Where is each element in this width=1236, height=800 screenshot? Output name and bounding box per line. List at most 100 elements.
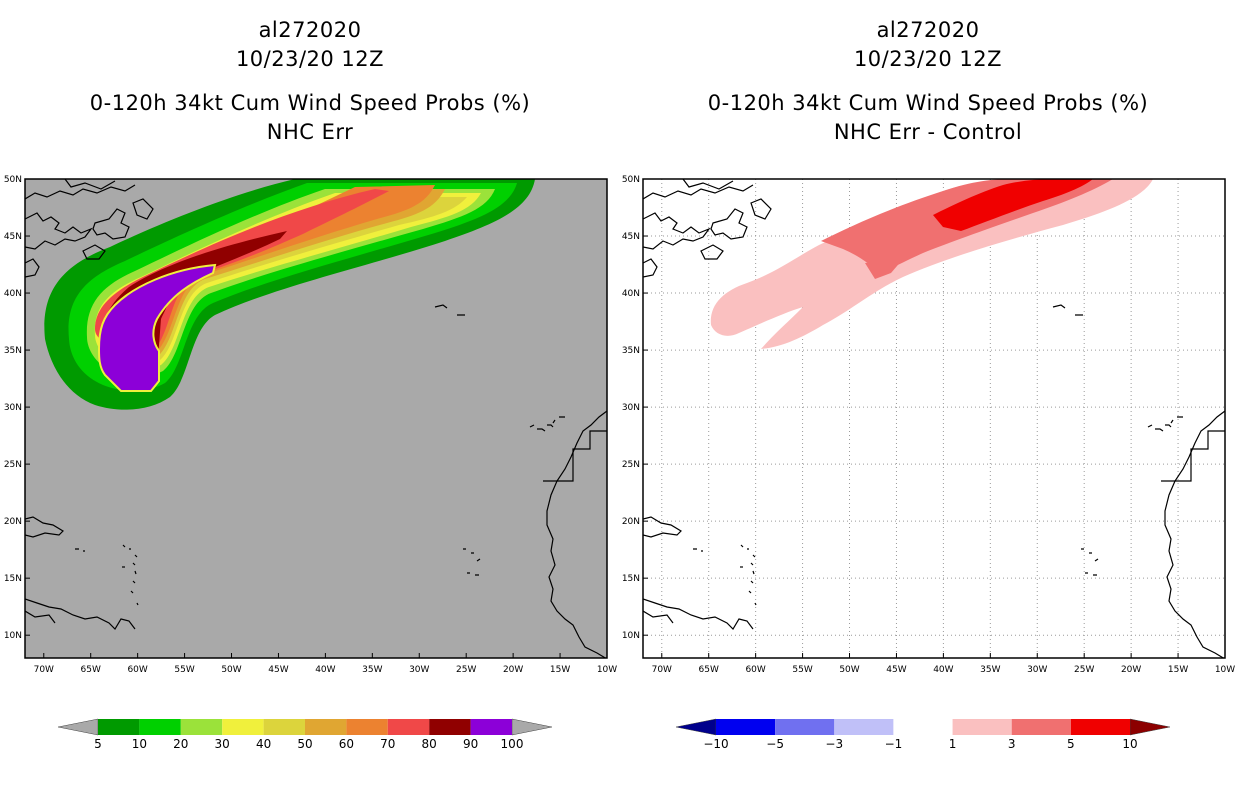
lon-tick-label: 70W [652, 665, 672, 675]
colorbar-label: 100 [501, 737, 524, 751]
lat-tick-label: 15N [622, 574, 640, 584]
colorbar-label: 80 [422, 737, 437, 751]
colorbar-label: −10 [703, 737, 728, 751]
colorbar-swatch [346, 719, 388, 735]
colorbar-label: 90 [463, 737, 478, 751]
lon-tick-label: 30W [1027, 665, 1047, 675]
colorbar-swatch [139, 719, 181, 735]
diff-1-to-3 [710, 179, 1153, 349]
lat-tick-label: 25N [622, 460, 640, 470]
lon-tick-label: 10W [1215, 665, 1235, 675]
right-colorbar: −10 −5 −3 −1 1 3 5 10 [675, 718, 1171, 751]
colorbar-swatch [98, 719, 140, 735]
lat-tick-label: 40N [4, 289, 22, 299]
right-product-title: 0-120h 34kt Cum Wind Speed Probs (%) [707, 91, 1149, 115]
colorbar-swatch [305, 719, 347, 735]
lat-tick-label: 40N [622, 289, 640, 299]
lon-tick-label: 15W [550, 665, 570, 675]
lat-tick-label: 45N [622, 232, 640, 242]
lon-tick-label: 70W [34, 665, 54, 675]
lat-tick-label: 30N [622, 403, 640, 413]
lat-tick-label: 35N [4, 346, 22, 356]
lon-tick-label: 55W [174, 665, 194, 675]
lon-tick-label: 25W [456, 665, 476, 675]
colorbar-swatch [893, 719, 953, 735]
swath-20pct [86, 189, 495, 378]
diff-5-to-10 [933, 179, 1093, 231]
right-map: 50N 45N 40N 35N 30N 25N 20N 15N 10N 70W 65W 60W 55W 5… [622, 175, 1235, 675]
diff-3-to-5-b [865, 259, 903, 279]
colorbar-swatch [952, 719, 1012, 735]
lon-tick-label: 65W [699, 665, 719, 675]
right-map-frame [642, 178, 1226, 659]
colorbar-label: 20 [173, 737, 188, 751]
left-colorbar: 5 10 20 30 40 50 60 70 80 90 100 [57, 718, 553, 751]
lon-tick-label: 20W [1121, 665, 1141, 675]
colorbar-label: −1 [885, 737, 903, 751]
colorbar-swatch [1070, 719, 1130, 735]
right-storm-id: al272020 [876, 18, 980, 42]
lon-tick-label: 25W [1074, 665, 1094, 675]
colorbar-swatch [429, 719, 471, 735]
swath-70pct [95, 189, 389, 356]
lon-tick-label: 60W [127, 665, 147, 675]
colorbar-under-triangle [675, 718, 717, 736]
colorbar-swatch [470, 719, 512, 735]
swath-100pct [97, 263, 217, 392]
colorbar-over-triangle [1129, 718, 1171, 736]
lat-tick-label: 45N [4, 232, 22, 242]
colorbar-label: 10 [1122, 737, 1137, 751]
colorbar-under-triangle [57, 718, 99, 736]
colorbar-swatch [180, 719, 223, 735]
lon-tick-label: 60W [745, 665, 765, 675]
lon-tick-label: 10W [597, 665, 617, 675]
colorbar-swatch [1011, 719, 1071, 735]
lon-tick-label: 20W [503, 665, 523, 675]
lat-tick-label: 25N [4, 460, 22, 470]
colorbar-swatch [716, 719, 776, 735]
colorbar-swatch [775, 719, 835, 735]
lon-tick-label: 35W [362, 665, 382, 675]
lon-tick-label: 45W [268, 665, 288, 675]
lon-tick-label: 50W [221, 665, 241, 675]
left-probability-swath [44, 179, 536, 410]
colorbar-label: 40 [256, 737, 271, 751]
colorbar-label: 60 [339, 737, 354, 751]
colorbar-label: 10 [132, 737, 147, 751]
colorbar-swatch [387, 719, 430, 735]
left-map-frame [24, 178, 608, 659]
lon-tick-label: 40W [315, 665, 335, 675]
colorbar-label: 3 [1008, 737, 1016, 751]
colorbar-label: 5 [1067, 737, 1075, 751]
lon-tick-label: 35W [980, 665, 1000, 675]
right-subtitle: NHC Err - Control [833, 120, 1023, 144]
lat-tick-label: 20N [622, 517, 640, 527]
lat-tick-label: 20N [4, 517, 22, 527]
colorbar-over-triangle [511, 718, 553, 736]
lon-tick-label: 45W [886, 665, 906, 675]
lon-tick-label: 50W [839, 665, 859, 675]
left-storm-id: al272020 [258, 18, 362, 42]
lat-tick-label: 10N [4, 631, 22, 641]
colorbar-label: 30 [215, 737, 230, 751]
left-map-axes: 50N 45N 40N 35N 30N 25N 20N 15N 10N 70W 65W 60W 55W 5… [4, 175, 617, 675]
lat-tick-label: 50N [4, 175, 22, 185]
colorbar-label: 70 [380, 737, 395, 751]
right-difference-field [710, 179, 1153, 349]
left-product-title: 0-120h 34kt Cum Wind Speed Probs (%) [89, 91, 531, 115]
colorbar-label: −5 [766, 737, 784, 751]
lon-tick-label: 40W [933, 665, 953, 675]
diff-1-to-3-west [715, 291, 747, 325]
lat-tick-label: 30N [4, 403, 22, 413]
colorbar-swatch [834, 719, 894, 735]
right-datetime: 10/23/20 12Z [853, 47, 1003, 71]
colorbar-label: 50 [297, 737, 312, 751]
lat-tick-label: 50N [622, 175, 640, 185]
lat-tick-label: 15N [4, 574, 22, 584]
left-map: 50N 45N 40N 35N 30N 25N 20N 15N 10N 70W 65W 60W 55W 5… [4, 175, 617, 675]
left-subtitle: NHC Err [266, 120, 354, 144]
colorbar-swatch [263, 719, 305, 735]
left-panel-titles: al272020 10/23/20 12Z 0-120h 34kt Cum Wi… [30, 0, 590, 160]
colorbar-swatch [222, 719, 264, 735]
